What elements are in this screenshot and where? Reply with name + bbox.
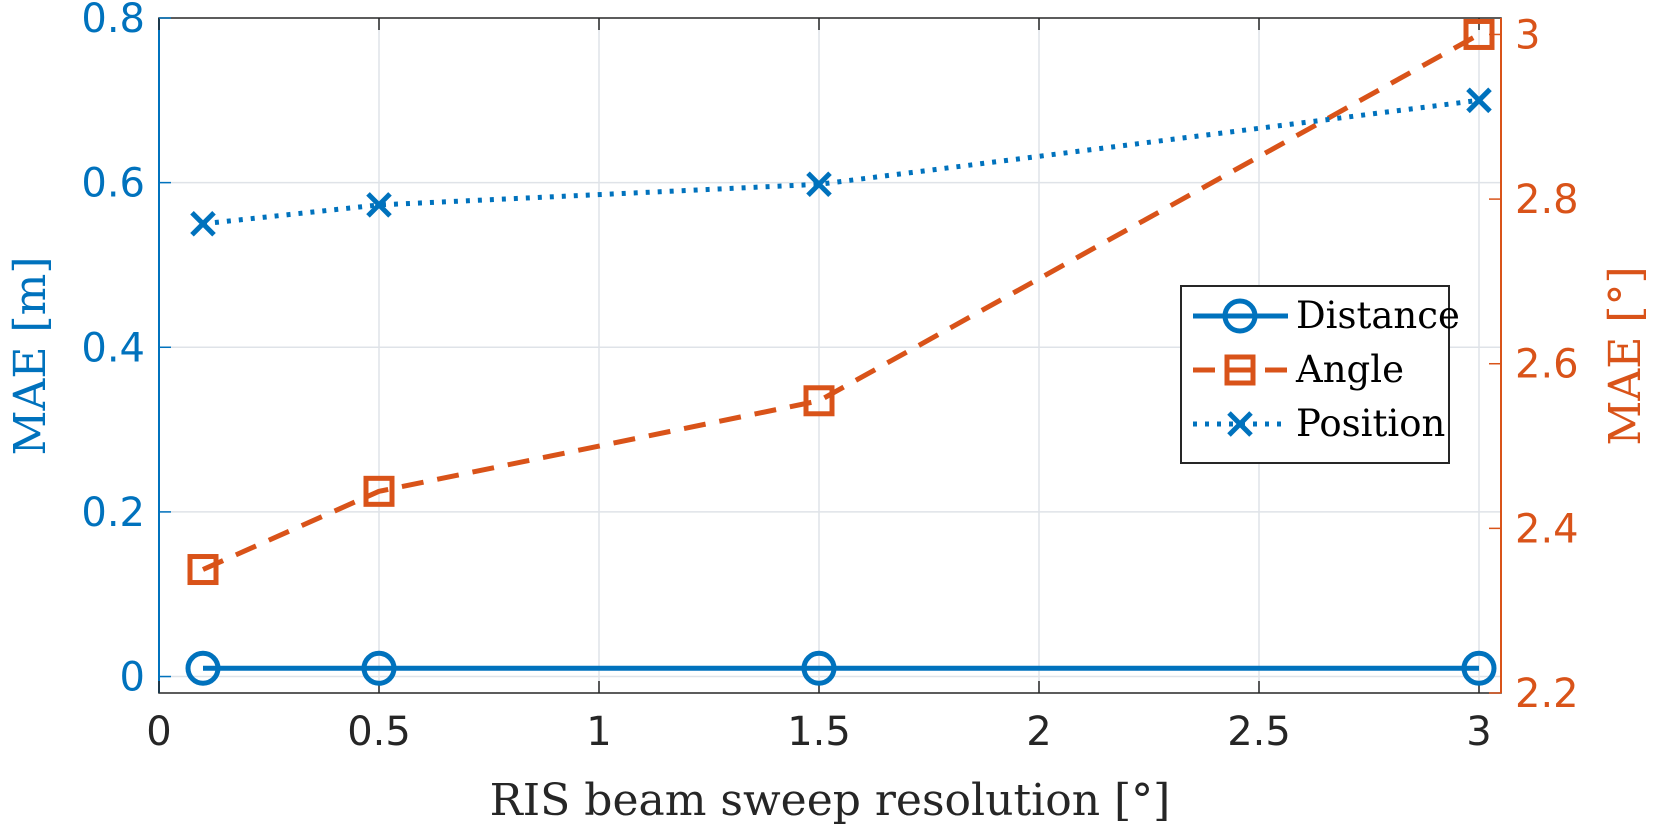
- series-group: [185, 18, 1497, 686]
- series-line-angle: [201, 32, 1481, 572]
- x-axis-label: RIS beam sweep resolution [°]: [490, 775, 1171, 826]
- right-y-tick-label: 2.2: [1515, 671, 1579, 717]
- legend-marker-position: [1227, 411, 1253, 437]
- left-y-tick-label: 0: [120, 655, 145, 701]
- legend-marker-position-stroke: [1227, 411, 1253, 437]
- marker-angle: [187, 554, 219, 586]
- x-tick-label: 3: [1466, 709, 1491, 755]
- x-tick-label: 2: [1026, 709, 1051, 755]
- marker-distance: [1461, 650, 1497, 686]
- marker-position: [806, 171, 832, 198]
- left-y-tick-label: 0.6: [81, 161, 145, 207]
- left-y-tick-label: 0.4: [81, 325, 145, 371]
- x-tick-label: 2.5: [1227, 709, 1291, 755]
- ticks: 0 0.5 1 1.5 2 2.5 3 0 0.2 0.4 0.6 0.8 2.2 2.4 2.6 2.8 3: [81, 0, 1578, 755]
- marker-position: [1466, 87, 1492, 114]
- series-line-position: [202, 97, 1480, 227]
- right-y-axis-label: MAE [°]: [1600, 266, 1651, 445]
- marker-angle: [1463, 18, 1495, 50]
- marker-distance: [801, 650, 837, 686]
- marker-angle: [803, 385, 835, 417]
- right-y-tick-label: 2.4: [1515, 506, 1579, 552]
- legend-label-angle: Angle: [1295, 348, 1404, 391]
- legend-label-distance: Distance: [1296, 294, 1460, 337]
- left-y-tick-label: 0.8: [81, 0, 145, 42]
- marker-position-stroke: [366, 192, 392, 218]
- right-y-tick-label: 2.8: [1515, 177, 1579, 223]
- marker-position: [366, 192, 392, 218]
- left-y-tick-label: 0.2: [81, 490, 145, 536]
- x-tick-label: 0: [146, 709, 171, 755]
- x-tick-label: 0.5: [347, 709, 411, 755]
- right-y-tick-label: 2.6: [1515, 342, 1579, 388]
- x-tick-label: 1.5: [787, 709, 851, 755]
- legend: Distance Angle Position: [1180, 285, 1460, 464]
- marker-distance: [361, 650, 397, 686]
- legend-marker-distance: [1222, 298, 1258, 334]
- x-tick-label: 1: [586, 709, 611, 755]
- legend-marker-angle: [1224, 354, 1256, 386]
- marker-distance: [185, 650, 221, 686]
- right-y-tick-label: 3: [1515, 12, 1540, 58]
- marker-position-stroke: [806, 171, 832, 198]
- marker-position: [190, 211, 216, 237]
- legend-label-position: Position: [1296, 402, 1445, 445]
- marker-angle: [363, 475, 395, 507]
- marker-position-stroke: [190, 211, 216, 237]
- marker-position-stroke: [1466, 87, 1492, 114]
- left-y-axis-label: MAE [m]: [5, 257, 56, 456]
